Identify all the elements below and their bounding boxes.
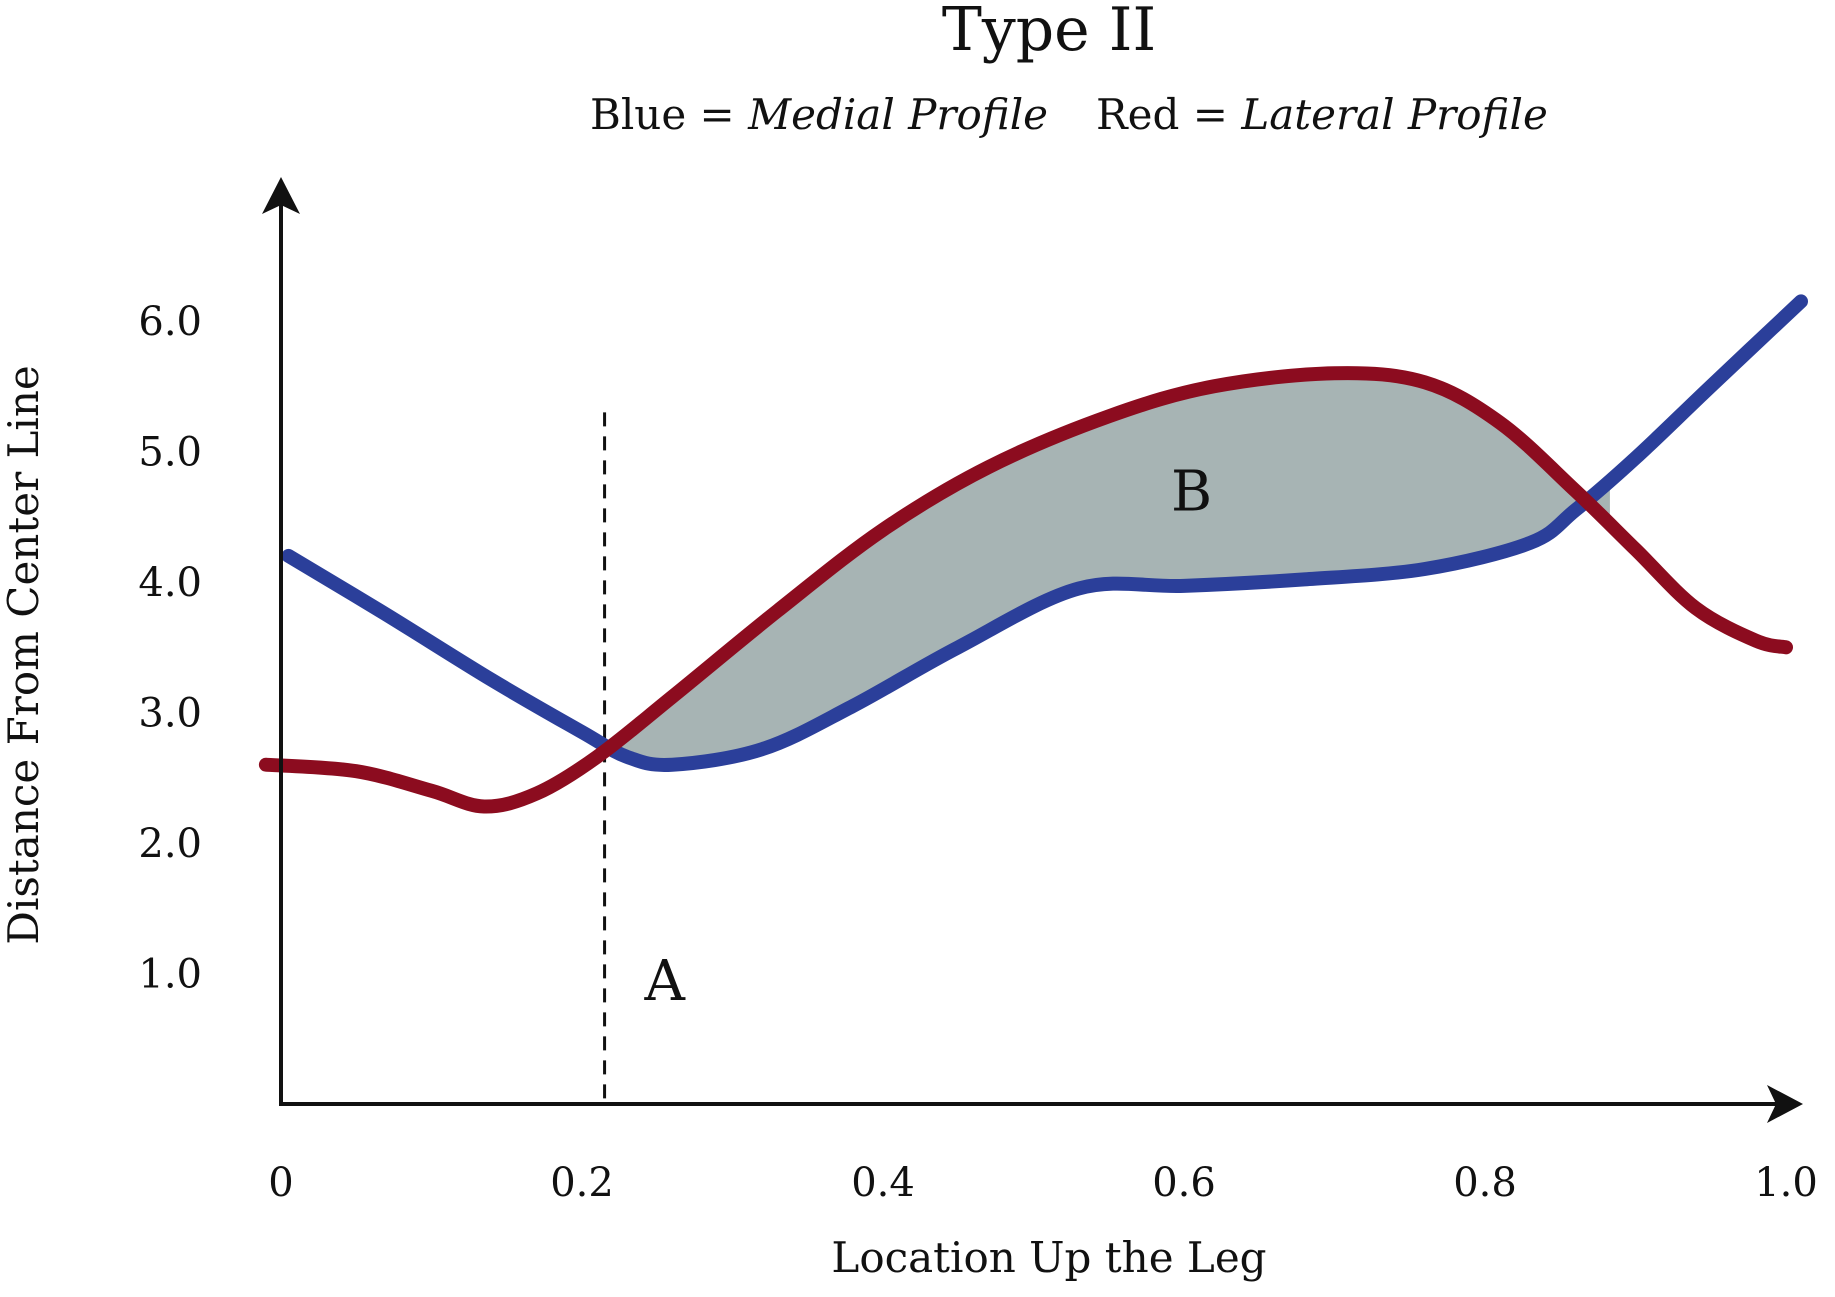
x-axis-label: Location Up the Leg [831,1233,1266,1282]
y-tick-label: 1.0 [138,952,202,998]
x-tick-label: 0.6 [1152,1160,1216,1206]
x-tick-label: 1.0 [1754,1160,1818,1206]
series-layer [258,294,1808,814]
x-tick-label: 0.8 [1453,1160,1517,1206]
legend-medial-name: Medial Profile [747,90,1048,139]
annotation-labels: AB [644,460,1213,1014]
y-tick-label: 4.0 [138,560,202,606]
annotation-label-a: A [644,949,686,1014]
x-tick-labels: 0 0.2 0.4 0.6 0.8 1.0 [268,1160,1818,1206]
chart-title: Type II [942,0,1156,65]
y-tick-label: 3.0 [138,691,202,737]
y-tick-label: 2.0 [138,821,202,867]
legend-lateral-name: Lateral Profile [1240,90,1548,139]
y-tick-labels: 1.0 2.0 3.0 4.0 5.0 6.0 [138,299,202,998]
x-tick-label: 0 [268,1160,293,1206]
shaded-region-b [604,373,1610,765]
y-tick-label: 5.0 [138,430,202,476]
shaded-region-layer [604,373,1610,765]
legend-lateral-prefix: Red = [1096,90,1241,139]
legend: Blue = Medial Profile Red = Lateral Profi… [590,90,1548,139]
legend-medial-prefix: Blue = [590,90,748,139]
y-tick-label: 6.0 [138,299,202,345]
x-tick-label: 0.4 [851,1160,915,1206]
annotation-label-b: B [1171,460,1212,525]
x-axis-arrow-icon [1767,1085,1803,1123]
y-axis-label: Distance From Center Line [0,365,48,944]
axes [262,177,1803,1123]
x-tick-label: 0.2 [550,1160,614,1206]
y-axis-arrow-icon [262,177,300,214]
series-line-lateral-profile [258,366,1793,814]
